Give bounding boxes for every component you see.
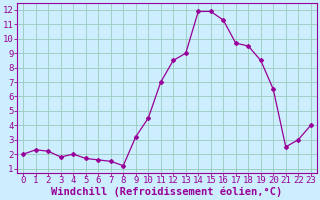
X-axis label: Windchill (Refroidissement éolien,°C): Windchill (Refroidissement éolien,°C)	[52, 187, 283, 197]
